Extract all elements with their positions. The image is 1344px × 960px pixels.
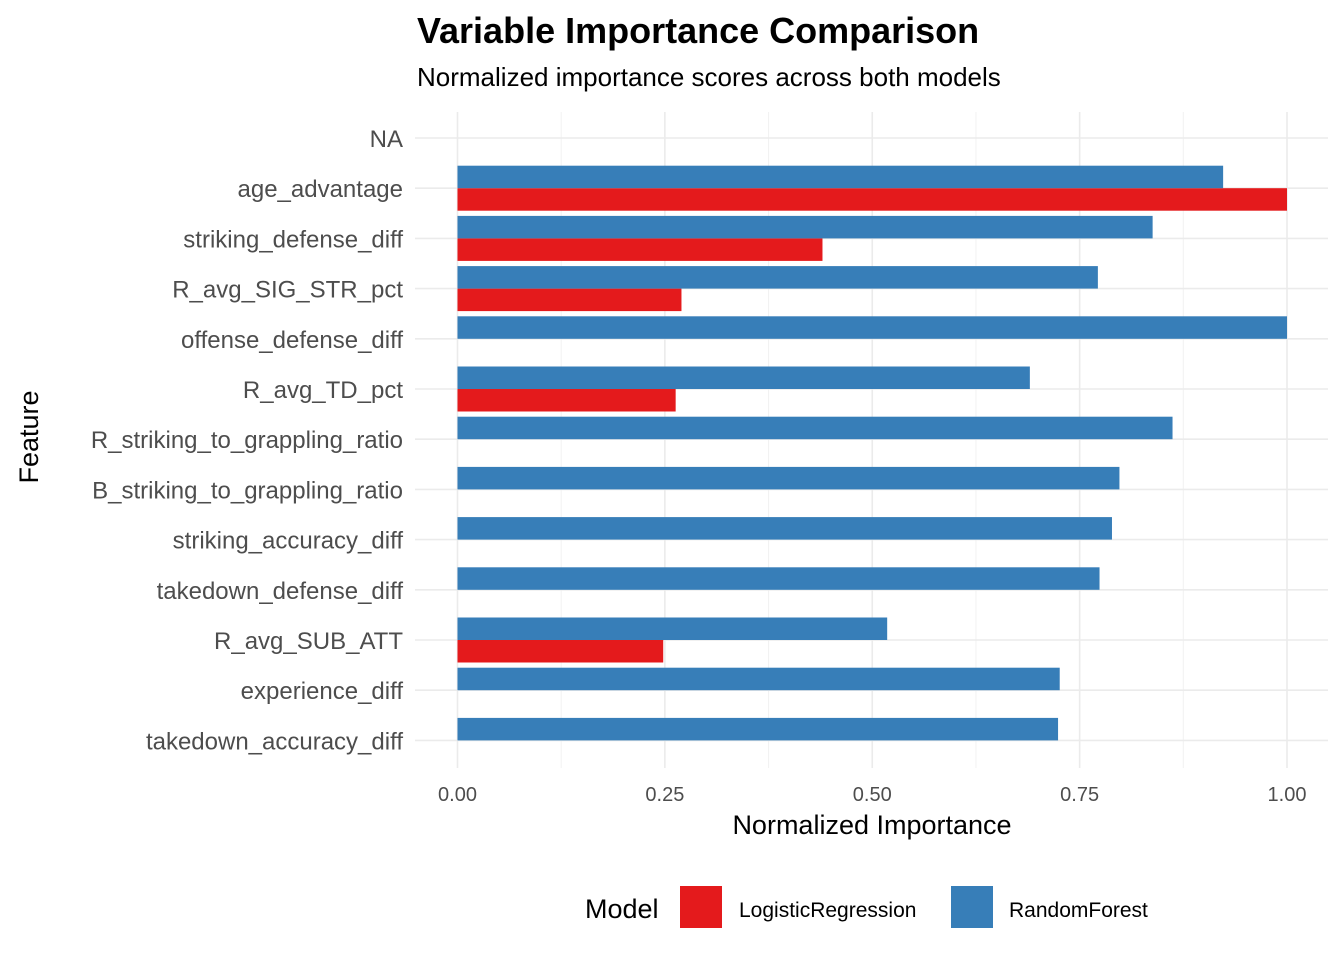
- x-axis-title: Normalized Importance: [732, 810, 1011, 840]
- legend-label-logistic-regression: LogisticRegression: [739, 899, 916, 922]
- bar-randomforest-r-avg-sig-str-pct: [457, 266, 1098, 289]
- bar-randomforest-r-avg-sub-att: [457, 617, 888, 640]
- y-tick-label: R_avg_TD_pct: [243, 377, 403, 404]
- bar-randomforest-takedown-accuracy-diff: [457, 717, 1059, 741]
- chart-title: Variable Importance Comparison: [417, 10, 979, 51]
- y-tick-label: striking_accuracy_diff: [173, 528, 404, 555]
- x-tick-label: 0.25: [645, 784, 684, 806]
- y-tick-label: takedown_defense_diff: [157, 578, 404, 605]
- bar-randomforest-striking-accuracy-diff: [457, 517, 1112, 540]
- bar-randomforest-striking-defense-diff: [457, 215, 1153, 239]
- legend-label-random-forest: RandomForest: [1009, 899, 1148, 922]
- chart-subtitle: Normalized importance scores across both…: [417, 62, 1001, 92]
- bar-logisticregression-r-avg-sig-str-pct: [457, 288, 682, 312]
- y-tick-labels: NA age_advantage striking_defense_diff R_av…: [91, 126, 404, 755]
- bar-randomforest-b-striking-to-grappling-ratio: [457, 466, 1120, 490]
- bar-randomforest-experience-diff: [457, 667, 1060, 691]
- bar-logisticregression-r-avg-sub-att: [457, 640, 664, 663]
- y-tick-label: offense_defense_diff: [181, 327, 403, 354]
- y-tick-label: age_advantage: [238, 176, 404, 203]
- bar-randomforest-offense-defense-diff: [457, 316, 1287, 339]
- x-tick-label: 0.50: [853, 784, 892, 806]
- bar-logisticregression-age-advantage: [457, 188, 1287, 211]
- legend: Model LogisticRegression RandomForest: [585, 886, 1148, 928]
- x-tick-label: 1.00: [1268, 784, 1307, 806]
- y-tick-label: R_avg_SIG_STR_pct: [172, 277, 403, 304]
- bars: [457, 165, 1287, 741]
- bar-randomforest-r-striking-to-grappling-ratio: [457, 416, 1173, 440]
- x-tick-label: 0.75: [1060, 784, 1099, 806]
- x-tick-labels: 0.00 0.25 0.50 0.75 1.00: [438, 784, 1306, 806]
- y-tick-label: experience_diff: [241, 678, 404, 705]
- legend-key-logistic-regression: [680, 886, 722, 928]
- x-tick-label: 0.00: [438, 784, 477, 806]
- y-tick-label: B_striking_to_grappling_ratio: [92, 477, 403, 504]
- y-tick-label: R_avg_SUB_ATT: [214, 628, 403, 655]
- y-tick-label: takedown_accuracy_diff: [146, 728, 403, 755]
- bar-logisticregression-r-avg-td-pct: [457, 389, 676, 412]
- bar-logisticregression-striking-defense-diff: [457, 238, 823, 261]
- bar-randomforest-age-advantage: [457, 165, 1224, 189]
- legend-key-random-forest: [951, 886, 993, 928]
- bar-randomforest-takedown-defense-diff: [457, 567, 1100, 590]
- bar-randomforest-r-avg-td-pct: [457, 366, 1030, 389]
- y-tick-label: R_striking_to_grappling_ratio: [91, 427, 403, 454]
- y-tick-label: striking_defense_diff: [183, 226, 403, 253]
- y-tick-label: NA: [370, 126, 403, 153]
- legend-title: Model: [585, 894, 659, 924]
- y-axis-title: Feature: [14, 390, 44, 483]
